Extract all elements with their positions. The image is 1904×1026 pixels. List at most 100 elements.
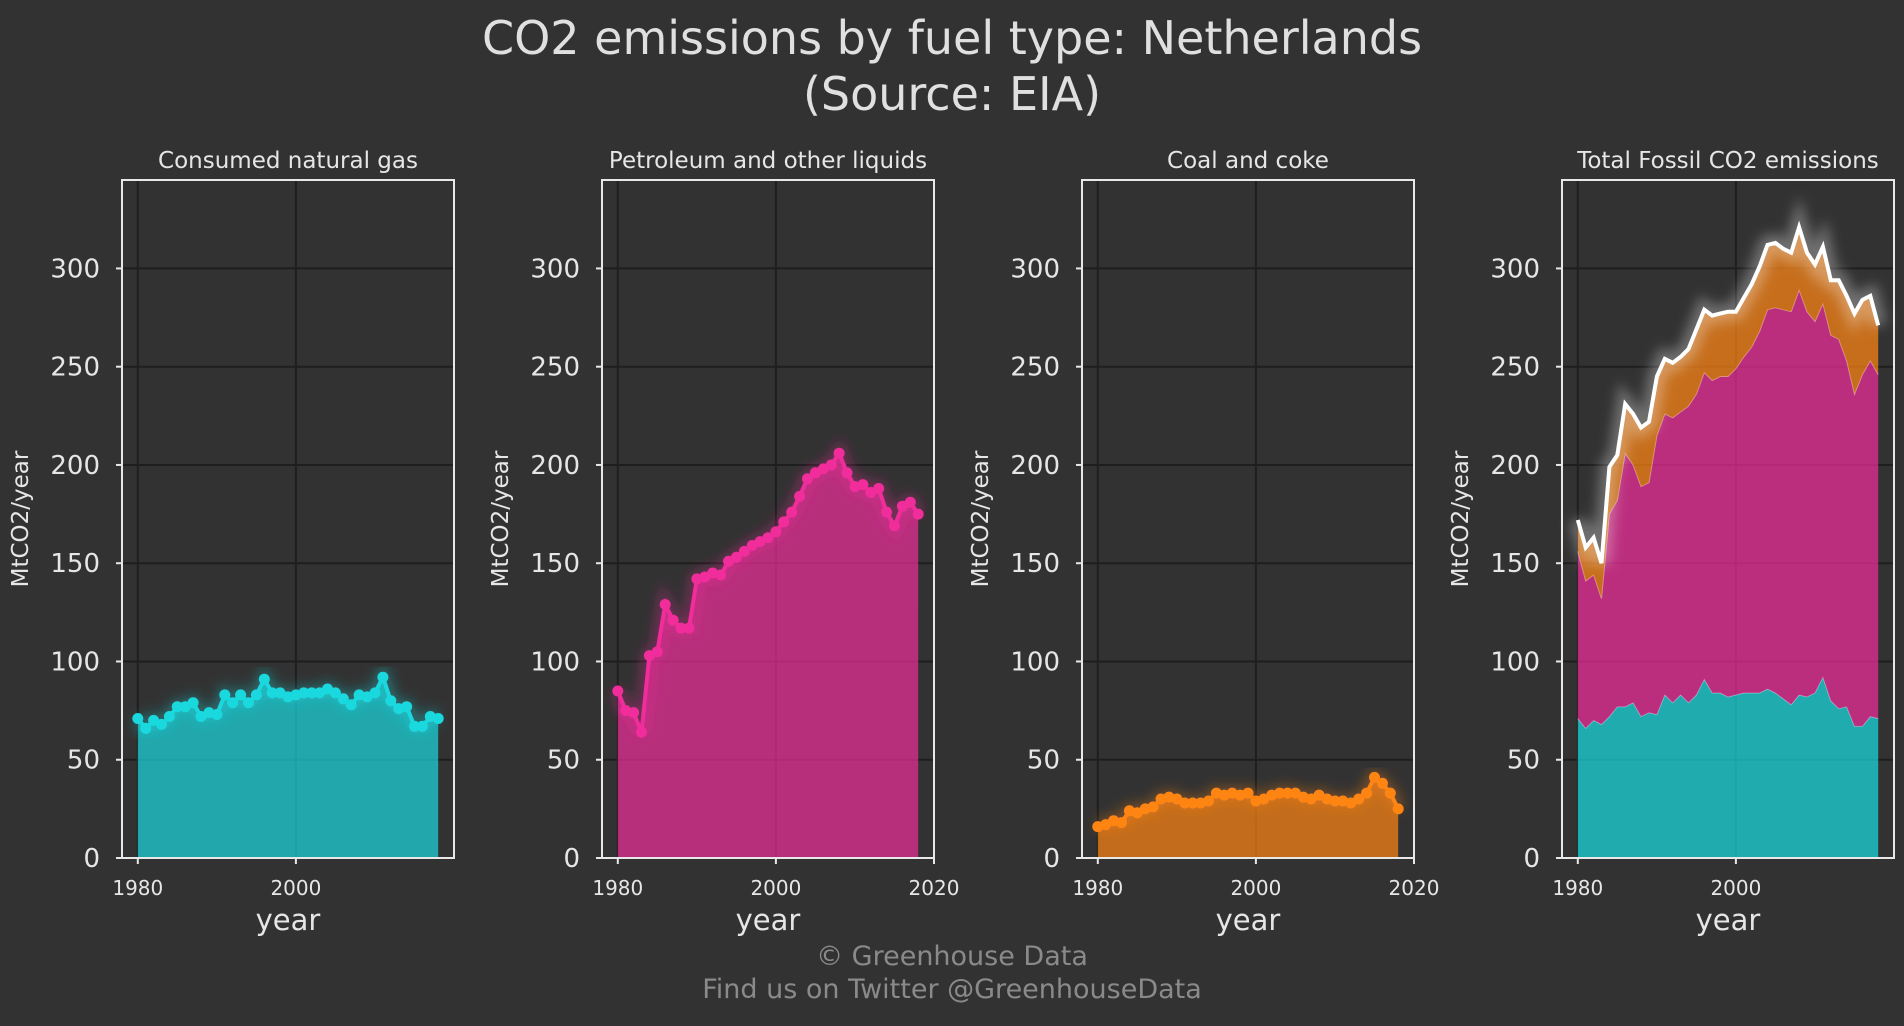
gas-point-2010: [369, 687, 381, 699]
petroleum-point-2011: [857, 479, 869, 491]
petroleum-stacked-area: [1577, 290, 1879, 729]
x-tick-label: 2020: [909, 876, 960, 900]
footer-credit: © Greenhouse Data Find us on Twitter @Gr…: [0, 940, 1904, 1006]
x-tick-label: 2000: [270, 876, 321, 900]
petroleum-point-1989: [683, 622, 695, 634]
coal-point-1994: [1203, 795, 1214, 807]
x-tick-label: 2000: [1230, 876, 1281, 900]
petroleum-point-2000: [770, 526, 782, 538]
y-tick-label: 150: [50, 549, 100, 579]
x-tick-label: 1980: [1552, 876, 1603, 900]
petroleum-point-1986: [659, 599, 671, 610]
figure-title-line-2: (Source: EIA): [802, 67, 1102, 121]
panel-title: Total Fossil CO2 emissions: [1576, 148, 1879, 174]
petroleum-point-2003: [794, 490, 806, 502]
coal-point-2018: [1392, 803, 1404, 815]
coal-point-1992: [1187, 797, 1199, 809]
x-tick-label: 1980: [592, 876, 643, 900]
petroleum-point-1995: [730, 551, 742, 563]
gas-point-2015: [409, 720, 420, 732]
gas-point-2007: [345, 699, 357, 711]
x-tick-label: 1980: [112, 876, 163, 900]
gas-point-1996: [258, 673, 270, 685]
petroleum-point-2001: [778, 516, 790, 528]
y-tick-label: 150: [1010, 549, 1060, 579]
y-tick-label: 200: [530, 451, 580, 481]
total-line: [1575, 220, 1881, 564]
coal-point-2017: [1384, 787, 1396, 799]
y-tick-label: 100: [50, 647, 100, 677]
coal-point-2010: [1329, 795, 1341, 807]
petroleum-point-2004: [802, 473, 813, 485]
y-axis-label: MtCO2/year: [968, 450, 994, 587]
petroleum-point-2015: [889, 520, 900, 532]
petroleum-point-2002: [786, 506, 798, 518]
gas-point-2002: [306, 687, 318, 699]
gas-point-1993: [235, 689, 247, 701]
gas-point-1981: [140, 722, 152, 734]
y-tick-label: 250: [1490, 353, 1540, 383]
gas-point-1994: [243, 697, 254, 709]
petroleum-point-1988: [675, 622, 687, 634]
petroleum-point-1983: [636, 726, 647, 738]
gas-point-1985: [171, 701, 183, 713]
gas-area: [137, 677, 439, 858]
y-tick-label: 50: [547, 746, 580, 776]
y-tick-label: 200: [50, 451, 100, 481]
y-tick-label: 250: [1010, 353, 1060, 383]
panel-title: Consumed natural gas: [158, 148, 418, 174]
petroleum-point-1985: [651, 646, 663, 658]
y-tick-label: 0: [563, 844, 580, 874]
y-tick-label: 200: [1490, 451, 1540, 481]
petroleum-point-2017: [904, 496, 916, 508]
gas-point-2016: [416, 720, 428, 732]
panel-1: 0 50 100 150 200 250 300 1980 2000 Consumed natur…: [8, 148, 455, 937]
petroleum-point-1999: [762, 532, 774, 544]
y-tick-label: 0: [1043, 844, 1060, 874]
coal-point-2013: [1353, 793, 1365, 805]
petroleum-point-2013: [873, 483, 885, 494]
panel-title: Coal and coke: [1167, 148, 1329, 174]
gas-point-1980: [132, 713, 144, 724]
gas-point-1995: [250, 689, 262, 701]
gas-point-1983: [156, 718, 167, 730]
x-tick-label: 1980: [1072, 876, 1123, 900]
petroleum-point-2007: [825, 459, 837, 471]
y-tick-label: 50: [67, 746, 100, 776]
gas-point-1990: [211, 709, 223, 720]
petroleum-point-1987: [667, 614, 679, 626]
gas-point-2014: [401, 701, 413, 713]
petroleum-point-2018: [912, 508, 924, 520]
x-axis-label: year: [256, 903, 321, 937]
figure-title-line-1: CO2 emissions by fuel type: Netherlands: [481, 11, 1423, 65]
plot-frame: [1081, 179, 1415, 859]
footer-copyright: © Greenhouse Data: [816, 941, 1088, 972]
y-tick-label: 100: [530, 647, 580, 677]
petroleum-point-1996: [738, 545, 750, 557]
gas-point-1997: [266, 687, 278, 699]
y-axis-label: MtCO2/year: [8, 450, 34, 587]
gas-point-2005: [329, 687, 341, 699]
coal-point-2003: [1274, 787, 1286, 799]
plot-frame: [121, 179, 455, 859]
panel-4: 0 50 100 150 200 250 300 1980 2000 Total Fossil C…: [1448, 148, 1895, 937]
x-axis-label: year: [1696, 903, 1761, 937]
y-tick-label: 300: [50, 254, 100, 284]
y-tick-label: 300: [530, 254, 580, 284]
y-tick-label: 300: [1010, 254, 1060, 284]
x-tick-label: 2000: [750, 876, 801, 900]
y-tick-label: 50: [1507, 746, 1540, 776]
petroleum-point-1982: [628, 707, 640, 719]
gas-point-1987: [187, 697, 199, 709]
y-axis-label: MtCO2/year: [488, 450, 514, 587]
coal-point-2014: [1361, 787, 1373, 799]
y-axis-label: MtCO2/year: [1448, 450, 1474, 587]
coal-point-1991: [1179, 797, 1191, 809]
petroleum-point-2014: [881, 506, 893, 518]
x-axis-label: year: [736, 903, 801, 937]
gas-point-1984: [163, 711, 175, 722]
y-tick-label: 0: [1523, 844, 1540, 874]
y-tick-label: 150: [1490, 549, 1540, 579]
